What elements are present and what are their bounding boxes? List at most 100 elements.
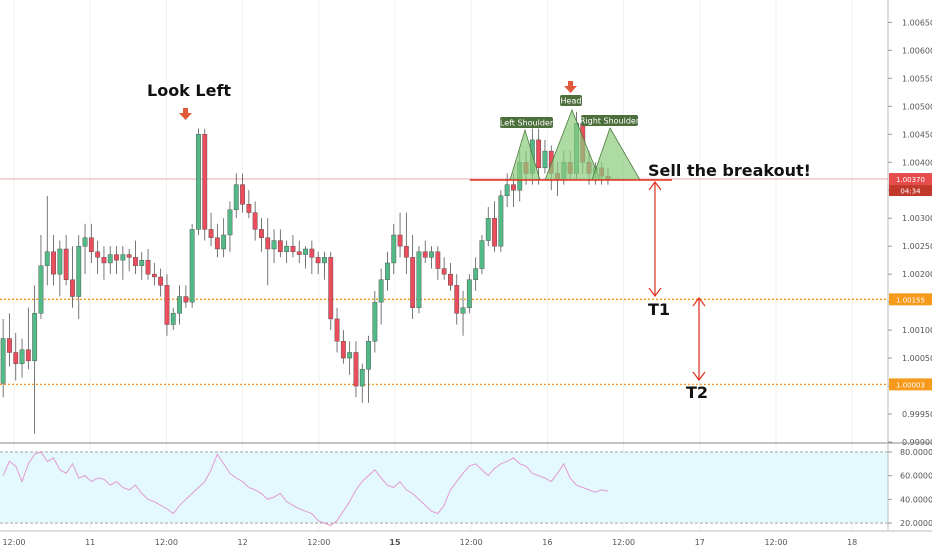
candle — [492, 201, 497, 252]
candle — [139, 251, 145, 280]
candle — [208, 212, 214, 247]
candle — [290, 234, 296, 258]
vertical-grid — [13, 0, 853, 530]
price-pane-background — [0, 0, 888, 442]
price-tick: 1.00300 — [888, 214, 932, 223]
candle — [189, 223, 195, 308]
look-left-arrow-icon — [179, 108, 192, 120]
time-tick-label: 17 — [695, 538, 705, 547]
candle — [0, 318, 6, 398]
candle — [322, 251, 327, 280]
candle — [391, 223, 397, 275]
price-tick: 1.00550 — [888, 74, 932, 83]
candle — [265, 218, 271, 286]
price-tag-badge: 1.00370 — [889, 173, 932, 186]
time-tick-label: 12:00 — [2, 538, 25, 547]
time-tick-label: 15 — [389, 538, 401, 547]
candle — [240, 173, 245, 213]
candle — [252, 201, 258, 241]
candle — [309, 240, 315, 275]
candle — [246, 190, 252, 219]
price-tag-badge: 1.00003 — [889, 378, 932, 391]
price-tick: 1.00050 — [888, 354, 932, 363]
head-arrow-icon — [564, 81, 577, 93]
candle — [347, 341, 353, 375]
price-tick-label: 1.00450 — [902, 130, 932, 139]
candle — [82, 223, 88, 275]
candle — [479, 234, 485, 275]
candle — [429, 246, 434, 269]
price-tick-label: 1.00600 — [902, 46, 932, 55]
rsi-axis[interactable]: 80.0000 60.0000 40.0000 20.0000 — [887, 444, 932, 530]
candle — [76, 234, 82, 319]
candle — [38, 234, 44, 319]
candle — [114, 246, 119, 275]
svg-text:40.0000: 40.0000 — [900, 495, 932, 504]
countdown-badge: 04:34 — [889, 185, 932, 197]
candle — [385, 251, 390, 291]
head-and-shoulders-pattern — [470, 108, 672, 181]
right-shoulder-label: Right Shoulder — [580, 115, 640, 126]
candle — [70, 246, 75, 308]
candle — [454, 274, 460, 325]
price-tick: 1.00250 — [888, 242, 932, 251]
level-lines — [0, 178, 888, 386]
candle — [359, 363, 365, 403]
candle — [214, 223, 220, 258]
time-axis[interactable]: 12:00 11 12:00 12 12:00 15 12:00 16 12:00 17 12:00… — [2, 538, 857, 547]
candle — [227, 201, 233, 252]
candle — [164, 274, 170, 336]
candle — [63, 234, 69, 286]
svg-text:1.00370: 1.00370 — [896, 176, 925, 184]
candle — [101, 246, 107, 280]
candle — [32, 285, 38, 434]
time-tick-label: 11 — [85, 538, 95, 547]
candle — [378, 268, 384, 325]
candle — [221, 218, 227, 258]
candle — [473, 257, 479, 291]
candle — [504, 173, 510, 208]
candle — [340, 330, 346, 364]
candle — [25, 307, 31, 370]
candle — [107, 246, 113, 275]
price-tags: 1.00370 04:34 1.00155 1.00003 — [889, 173, 932, 391]
candle — [466, 274, 472, 314]
candle — [271, 229, 277, 263]
price-tick: 0.99950 — [888, 410, 932, 419]
candle — [177, 285, 182, 325]
candle — [13, 332, 19, 381]
svg-text:20.0000: 20.0000 — [900, 519, 932, 528]
candle — [353, 341, 359, 398]
time-tick-label: 16 — [542, 538, 552, 547]
candle — [315, 251, 321, 275]
time-tick-label: 12 — [238, 538, 248, 547]
candle — [366, 335, 371, 403]
time-tick-label: 12:00 — [155, 538, 178, 547]
svg-text:60.0000: 60.0000 — [900, 472, 932, 481]
svg-text:80.0000: 80.0000 — [900, 448, 932, 457]
price-tick-label: 1.00550 — [902, 74, 932, 83]
rsi-pane — [0, 451, 888, 526]
t1-annotation: T1 — [648, 300, 670, 319]
candle — [151, 262, 157, 286]
svg-text:Left Shoulder: Left Shoulder — [500, 119, 554, 128]
candle — [202, 128, 208, 241]
candle — [145, 248, 151, 280]
svg-text:1.00003: 1.00003 — [896, 381, 925, 389]
candle — [422, 240, 428, 263]
candle — [51, 234, 56, 286]
rsi-tick: 20.0000 — [888, 519, 932, 528]
svg-text:Head: Head — [561, 97, 582, 106]
candle — [196, 128, 201, 235]
price-tick-label: 0.99950 — [902, 410, 932, 419]
candle — [498, 190, 504, 252]
candle — [542, 139, 548, 174]
candle — [259, 218, 264, 252]
candle — [410, 234, 416, 319]
candle — [170, 307, 176, 331]
price-tick: 1.00200 — [888, 270, 932, 279]
price-tick: 1.00400 — [888, 158, 932, 167]
rsi-line — [2, 451, 608, 526]
candle — [95, 240, 101, 275]
